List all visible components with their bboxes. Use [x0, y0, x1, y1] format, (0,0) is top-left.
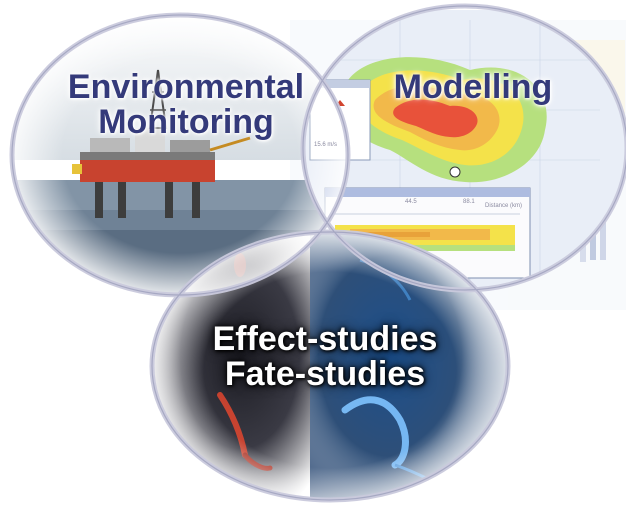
distance-axis-label: Distance (km)	[485, 203, 523, 209]
label-line: Monitoring	[98, 102, 274, 141]
model-output	[303, 10, 626, 290]
label-line: Effect-studies	[212, 320, 438, 358]
environmental-monitoring-label: Environmental Monitoring	[56, 70, 316, 139]
effect-fate-studies-label: Effect-studies Fate-studies	[190, 322, 460, 391]
label-line: Environmental	[67, 68, 305, 106]
tick-label: 88.1	[463, 199, 475, 205]
tick-label: 44.5	[405, 199, 417, 205]
modelling-label: Modelling	[378, 70, 568, 105]
label-line: Modelling	[393, 68, 553, 106]
scale-text: 15.6 m/s	[314, 142, 338, 148]
left-vignette	[12, 15, 348, 295]
label-line: Fate-studies	[224, 354, 426, 393]
